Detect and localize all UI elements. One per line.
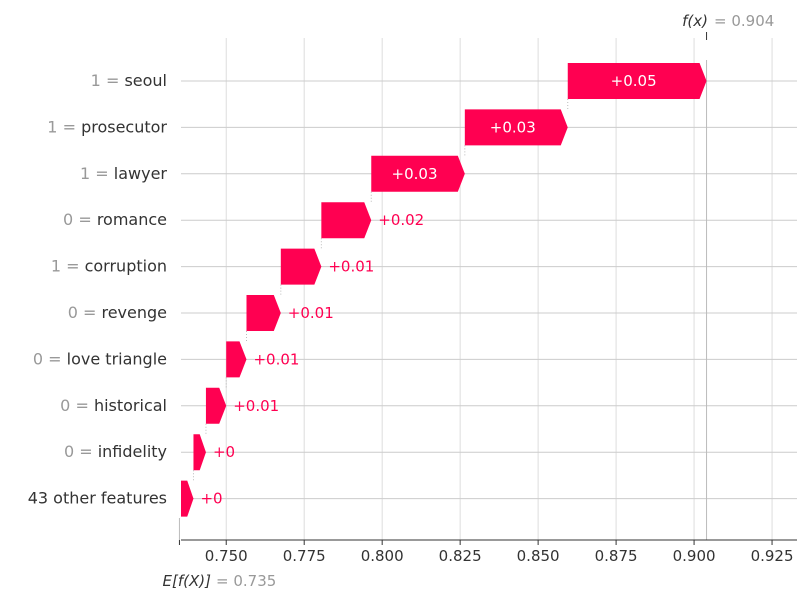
x-tick-label: 0.850 — [517, 547, 560, 565]
feature-label: 0 = love triangle — [33, 349, 167, 368]
bar — [464, 109, 568, 146]
x-tick-label: 0.925 — [751, 547, 794, 565]
feature-label: 0 = historical — [60, 396, 167, 415]
output-marker: f(x) = 0.904 — [682, 12, 774, 30]
bar — [371, 155, 465, 192]
feature-label: 43 other features — [28, 489, 167, 508]
feature-label: 1 = corruption — [51, 257, 167, 276]
bar-value-label: +0.02 — [378, 211, 424, 229]
feature-label: 1 = lawyer — [80, 164, 167, 183]
output-label: f(x) — [682, 12, 708, 30]
bar — [193, 434, 206, 471]
bar — [280, 248, 322, 285]
base-label: E[f(X)] — [163, 572, 212, 590]
feature-labels: 1 = seoul 1 = prosecutor 1 = lawyer 0 = rom… — [28, 71, 168, 508]
gridlines — [178, 32, 797, 540]
bar-value-label: +0.03 — [490, 118, 536, 136]
feature-label: 0 = revenge — [68, 303, 167, 322]
base-value: = 0.735 — [216, 572, 276, 590]
x-tick-label: 0.775 — [283, 547, 326, 565]
bar — [205, 387, 227, 424]
output-value: = 0.904 — [714, 12, 774, 30]
bar-value-label: +0 — [200, 490, 222, 508]
feature-label: 0 = romance — [63, 210, 167, 229]
bar-value-label: +0.01 — [288, 304, 334, 322]
bar-value-label: +0.05 — [611, 72, 657, 90]
feature-label: 1 = prosecutor — [47, 117, 167, 136]
x-axis: 0.750 0.775 0.800 0.825 0.850 0.875 0.900 0.925 — [178, 539, 797, 565]
bar — [226, 341, 247, 378]
bar-value-label: +0.03 — [392, 165, 438, 183]
bar-value-label: +0 — [213, 443, 235, 461]
feature-label: 1 = seoul — [91, 71, 167, 90]
bars: +0.05 +0.03 +0.03 +0.02 +0.01 +0.01 +0.01 +0.01… — [181, 63, 707, 517]
bar-value-label: +0.01 — [328, 258, 374, 276]
bar — [321, 202, 372, 239]
x-tick-label: 0.750 — [205, 547, 248, 565]
bar — [567, 63, 707, 99]
bar-value-label: +0.01 — [233, 397, 279, 415]
bar — [181, 480, 194, 517]
bar — [246, 295, 281, 331]
feature-label: 0 = infidelity — [64, 442, 167, 461]
x-tick-label: 0.875 — [595, 547, 638, 565]
x-tick-label: 0.825 — [439, 547, 482, 565]
x-tick-label: 0.900 — [673, 547, 716, 565]
bar-value-label: +0.01 — [253, 350, 299, 368]
x-tick-label: 0.800 — [361, 547, 404, 565]
base-marker: E[f(X)] = 0.735 — [163, 572, 277, 590]
